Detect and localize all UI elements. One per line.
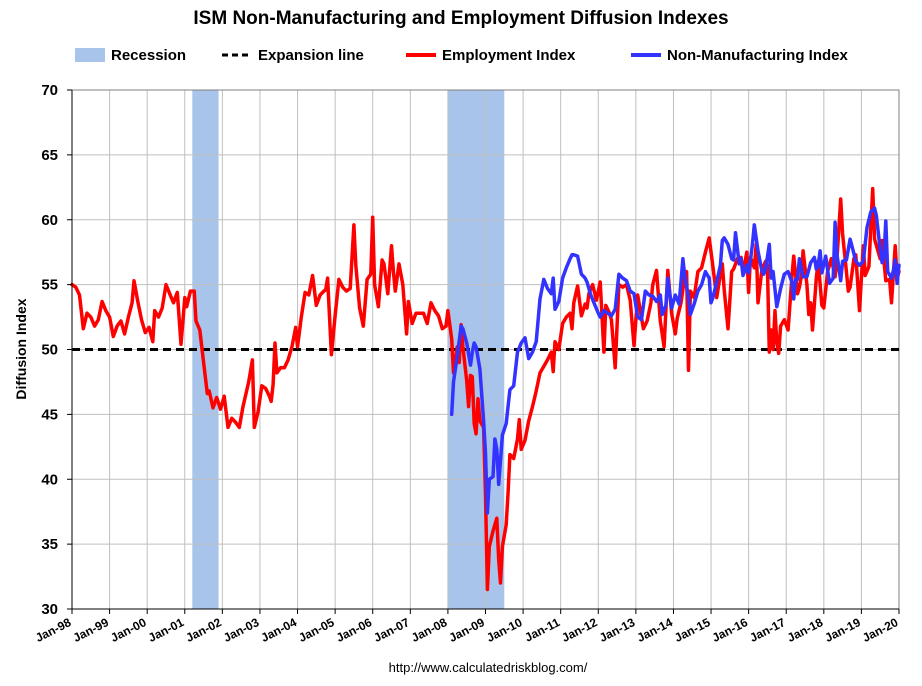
x-tick-label: Jan-20 <box>860 615 901 645</box>
y-tick-label: 30 <box>41 601 58 618</box>
legend-label-recession: Recession <box>111 47 186 64</box>
chart-title: ISM Non-Manufacturing and Employment Dif… <box>193 8 728 29</box>
employment-index-line <box>70 186 901 592</box>
plot-area <box>70 89 901 610</box>
y-tick-label: 50 <box>41 342 58 359</box>
x-tick-label: Jan-01 <box>146 615 187 645</box>
x-tick-label: Jan-02 <box>183 615 224 645</box>
legend-item-expansion: Expansion line <box>222 47 364 64</box>
x-tick-label: Jan-98 <box>33 615 74 645</box>
legend-item-employment: Employment Index <box>406 47 576 64</box>
x-tick-label: Jan-08 <box>409 615 450 645</box>
y-axis-label: Diffusion Index <box>13 298 29 399</box>
series-layer <box>70 186 901 592</box>
legend-item-nonmfg: Non-Manufacturing Index <box>631 47 848 64</box>
y-tick-label: 45 <box>41 406 58 423</box>
x-tick-label: Jan-18 <box>785 615 826 645</box>
x-tick-label: Jan-04 <box>259 615 300 645</box>
y-tick-label: 40 <box>41 471 58 488</box>
x-tick-label: Jan-99 <box>71 615 112 645</box>
legend: Recession Expansion line Employment Index N… <box>75 47 848 64</box>
x-tick-label: Jan-06 <box>334 615 375 645</box>
y-axis: 30 35 40 45 50 55 60 65 70 <box>41 82 73 618</box>
x-tick-label: Jan-03 <box>221 615 262 645</box>
x-tick-label: Jan-14 <box>635 615 676 645</box>
non-manufacturing-index-line <box>449 206 901 515</box>
x-tick-label: Jan-10 <box>484 615 525 645</box>
x-axis: Jan-98Jan-99Jan-00Jan-01Jan-02Jan-03Jan-… <box>33 608 901 645</box>
legend-swatch-recession <box>75 48 105 62</box>
x-tick-label: Jan-17 <box>747 615 788 645</box>
legend-label-nonmfg: Non-Manufacturing Index <box>667 47 848 64</box>
x-tick-label: Jan-12 <box>559 615 600 645</box>
x-tick-label: Jan-11 <box>522 615 562 645</box>
x-tick-label: Jan-16 <box>710 615 751 645</box>
y-tick-label: 35 <box>41 536 58 553</box>
legend-item-recession: Recession <box>75 47 186 64</box>
x-tick-label: Jan-13 <box>597 615 638 645</box>
legend-label-expansion: Expansion line <box>258 47 364 64</box>
y-tick-label: 55 <box>41 277 58 294</box>
x-tick-label: Jan-15 <box>672 615 713 645</box>
y-tick-label: 70 <box>41 82 58 99</box>
x-tick-label: Jan-09 <box>447 615 488 645</box>
y-tick-label: 60 <box>41 212 58 229</box>
source-url[interactable]: http://www.calculatedriskblog.com/ <box>389 660 588 675</box>
x-tick-label: Jan-00 <box>108 615 149 645</box>
y-tick-label: 65 <box>41 147 58 164</box>
x-tick-label: Jan-07 <box>371 615 412 645</box>
x-tick-label: Jan-19 <box>823 615 864 645</box>
legend-label-employment: Employment Index <box>442 47 576 64</box>
x-tick-label: Jan-05 <box>296 615 337 645</box>
